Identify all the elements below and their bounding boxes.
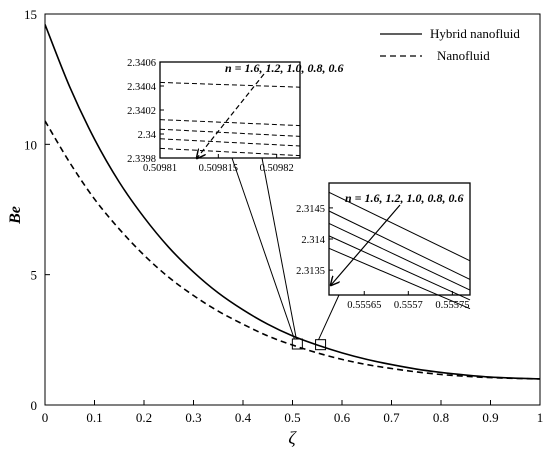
annotation-arrow [197,73,265,158]
x-tick-label: 0.6 [334,410,351,425]
legend-label-hybrid: Hybrid nanofluid [430,26,520,41]
inset-curve-line [159,81,301,88]
x-axis-label: ζ [288,428,297,448]
inset-x-tick-label: 0.5557 [394,300,423,311]
inset-y-tick-label: 2.3406 [127,58,156,69]
connector-line [318,294,340,340]
x-tick-label: 0 [42,410,49,425]
annotation-label: n = 1.6, 1.2, 1.0, 0.8, 0.6 [225,61,344,75]
inset-y-tick-label: 2.3145 [296,204,325,215]
zoom-marker-1 [291,338,303,350]
x-tick-label: 1 [537,410,544,425]
inset-curve-line [159,138,301,147]
inset-frame [159,61,301,159]
legend-label-nano: Nanofluid [437,48,490,63]
annotation-arrow [331,204,401,285]
x-tick-label: 0.7 [383,410,400,425]
zoom-marker-2 [315,339,327,351]
inset-y-tick-label: 2.3404 [127,82,157,93]
connector-line [231,157,295,340]
y-tick-label: 10 [24,137,37,152]
inset-curve-line [328,222,471,291]
x-tick-label: 0.2 [136,410,152,425]
inset-curve-line [328,191,471,262]
connector-line [261,157,297,340]
x-tick-label: 0.3 [185,410,201,425]
inset-x-tick-label: 0.55575 [435,300,469,311]
inset-2: 2.3145 2.314 2.3135 0.55565 0.5557 0.55575 n =… [296,182,471,311]
annotation-label: n = 1.6, 1.2, 1.0, 0.8, 0.6 [345,191,464,205]
inset-curve-line [328,235,471,301]
inset-x-tick-label: 0.55565 [347,300,381,311]
inset-y-tick-label: 2.3398 [127,154,156,165]
inset-y-tick-label: 2.3135 [296,266,325,277]
x-tick-label: 0.1 [86,410,102,425]
inset-x-tick-label: 0.50982 [260,163,294,174]
y-tick-label: 0 [31,398,38,413]
inset-frame [328,182,471,296]
inset-x-tick-label: 0.509815 [199,163,238,174]
inset-curve-line [328,247,471,310]
series-line-hybrid-nanofluid [45,24,540,380]
inset-curve-line [159,128,301,137]
y-axis-label: Be [7,206,24,225]
inset-y-tick-label: 2.3402 [127,106,156,117]
x-tick-label: 0.5 [284,410,300,425]
x-tick-label: 0.8 [433,410,449,425]
y-tick-label: 15 [24,7,37,22]
inset-y-tick-label: 2.34 [138,130,157,141]
x-tick-label: 0.4 [235,410,252,425]
x-tick-label: 0.9 [482,410,498,425]
inset-y-tick-label: 2.314 [301,235,325,246]
y-tick-label: 5 [31,268,38,283]
inset-x-tick-label: 0.50981 [143,163,177,174]
inset-curve-line [159,119,301,127]
inset-curve-line [328,210,471,280]
legend: Hybrid nanofluid Nanofluid [380,26,520,63]
